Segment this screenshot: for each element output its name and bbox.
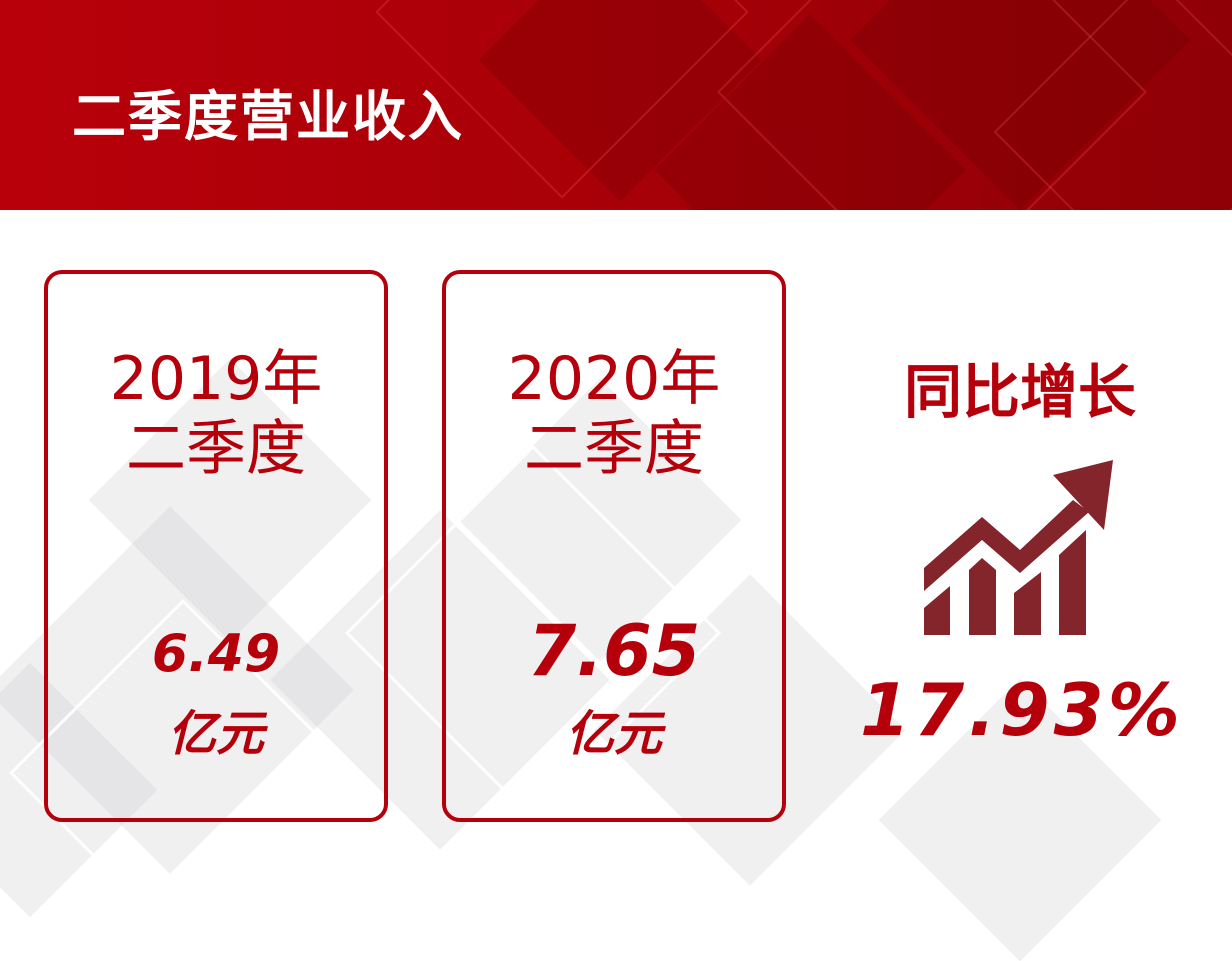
card-year: 2020年 [507, 344, 721, 414]
growth-label: 同比增长 [903, 358, 1136, 426]
page-title: 二季度营业收入 [72, 85, 464, 148]
header-banner: 二季度营业收入 [0, 0, 1232, 210]
card-unit: 亿元 [167, 706, 264, 762]
card-value: 7.65 [527, 610, 701, 692]
card-quarter: 二季度 [126, 414, 306, 484]
growth-value: 17.93% [860, 668, 1184, 752]
card-year: 2019年 [109, 344, 323, 414]
card-unit: 亿元 [565, 706, 662, 762]
card-quarter: 二季度 [524, 414, 704, 484]
card-2019-q2: 2019年 二季度 6.49 亿元 [44, 270, 388, 822]
card-2020-q2: 2020年 二季度 7.65 亿元 [442, 270, 786, 822]
card-value: 6.49 [151, 624, 281, 684]
trending-up-bar-chart-icon [924, 460, 1113, 635]
